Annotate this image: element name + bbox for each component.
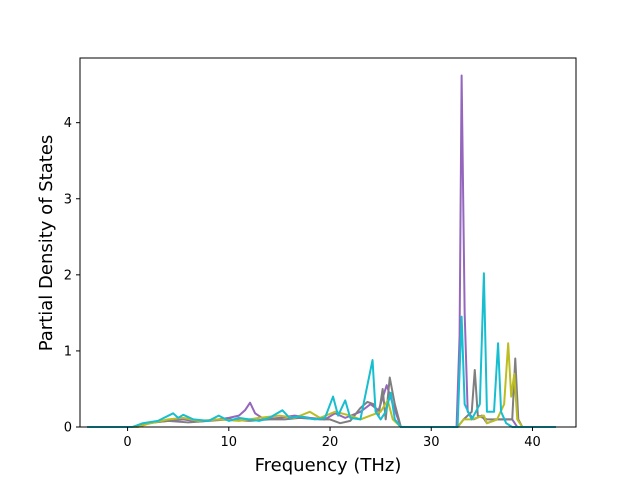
y-tick-label: 1 xyxy=(64,344,72,359)
x-ticks: 0 10 20 30 40 xyxy=(123,427,541,450)
y-tick-label: 2 xyxy=(64,268,72,283)
y-ticks: 0 1 2 3 4 xyxy=(64,116,80,436)
y-tick-label: 3 xyxy=(64,192,72,207)
y-tick-label: 0 xyxy=(64,421,72,436)
plot-frame xyxy=(79,57,577,428)
series-layer xyxy=(87,74,556,428)
x-tick-label: 30 xyxy=(423,435,440,450)
x-tick-label: 10 xyxy=(221,435,238,450)
x-tick-label: 0 xyxy=(123,435,131,450)
y-axis-label: Partial Density of States xyxy=(36,135,57,352)
x-axis-label: Frequency (THz) xyxy=(255,455,402,476)
x-tick-label: 20 xyxy=(322,435,339,450)
y-tick-label: 4 xyxy=(64,116,72,131)
x-tick-label: 40 xyxy=(524,435,541,450)
series-line-4 xyxy=(87,272,556,428)
